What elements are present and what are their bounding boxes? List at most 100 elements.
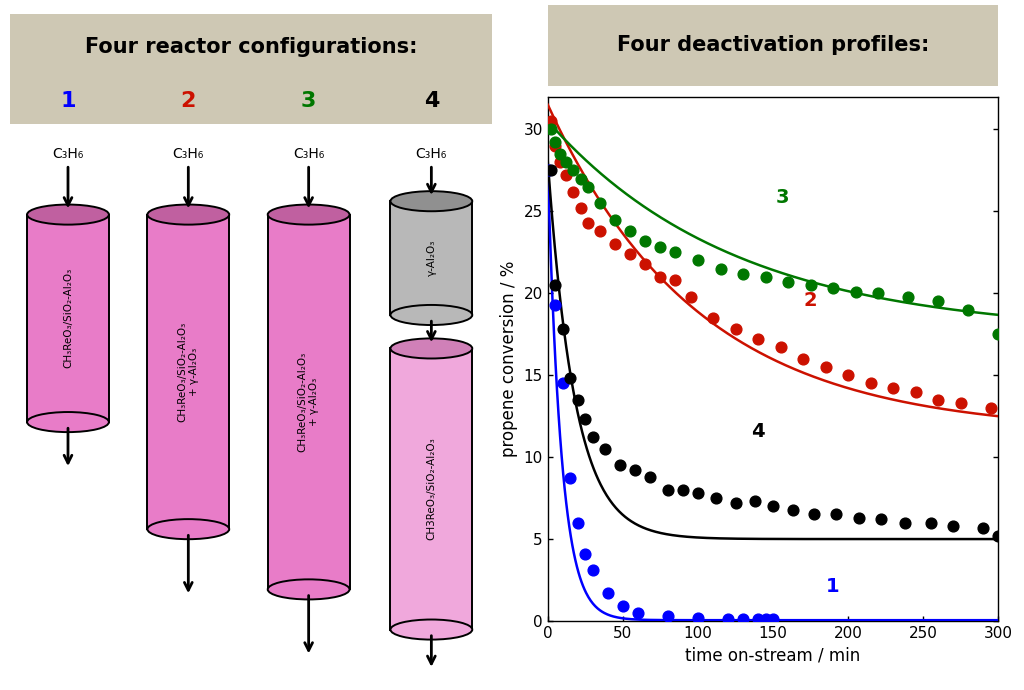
Point — [659, 484, 676, 495]
Point — [600, 588, 616, 599]
Point — [652, 242, 669, 253]
Point — [713, 263, 729, 274]
Point — [581, 181, 597, 193]
Text: CH₃ReO₃/SiO₂-Al₂O₃: CH₃ReO₃/SiO₂-Al₂O₃ — [63, 268, 73, 368]
Text: Four deactivation profiles:: Four deactivation profiles: — [616, 35, 930, 55]
Point — [806, 509, 822, 520]
Point — [675, 484, 691, 495]
Text: CH₃ReO₃/SiO₂-Al₂O₃
+ γ-Al₂O₃: CH₃ReO₃/SiO₂-Al₂O₃ + γ-Al₂O₃ — [177, 322, 199, 422]
Point — [547, 137, 563, 148]
Ellipse shape — [390, 620, 472, 640]
Point — [952, 397, 969, 408]
Point — [565, 165, 582, 176]
Ellipse shape — [27, 204, 109, 225]
Point — [623, 226, 639, 237]
Point — [765, 614, 781, 625]
Point — [562, 373, 579, 384]
Point — [592, 197, 608, 208]
Point — [611, 460, 628, 471]
Point — [690, 255, 707, 266]
Text: 1: 1 — [825, 577, 840, 595]
Point — [975, 522, 991, 533]
Bar — [147, 215, 229, 529]
Point — [758, 271, 774, 282]
Point — [945, 520, 962, 531]
Point — [720, 614, 736, 625]
Point — [547, 140, 563, 151]
Text: 2: 2 — [180, 91, 196, 111]
Point — [569, 518, 586, 529]
Point — [990, 328, 1007, 339]
Point — [735, 268, 752, 279]
Point — [735, 614, 752, 625]
Point — [705, 313, 721, 324]
Point — [552, 148, 568, 159]
Point — [572, 203, 589, 214]
Point — [907, 386, 924, 397]
Point — [727, 324, 743, 335]
Point — [772, 342, 788, 353]
Point — [592, 226, 608, 237]
Point — [597, 444, 613, 455]
Point — [900, 291, 916, 302]
Point — [547, 299, 563, 310]
Point — [795, 353, 811, 364]
Point — [828, 509, 845, 520]
Point — [578, 414, 594, 425]
Point — [627, 465, 643, 476]
Point — [552, 157, 568, 168]
Point — [614, 601, 631, 612]
Point — [585, 432, 601, 443]
Point — [578, 549, 594, 560]
Point — [930, 394, 946, 405]
Point — [541, 165, 557, 176]
Point — [581, 217, 597, 228]
Point — [543, 116, 559, 127]
Ellipse shape — [390, 338, 472, 359]
Point — [607, 239, 624, 250]
Text: 2: 2 — [803, 291, 817, 310]
Point — [585, 564, 601, 575]
Point — [565, 186, 582, 197]
Point — [750, 614, 766, 625]
Point — [923, 518, 939, 529]
Ellipse shape — [147, 204, 229, 225]
X-axis label: time on-stream / min: time on-stream / min — [685, 647, 861, 664]
Point — [750, 334, 766, 345]
Point — [569, 394, 586, 405]
Point — [558, 157, 574, 168]
Text: C₃H₆: C₃H₆ — [416, 148, 447, 161]
Text: 3: 3 — [301, 91, 316, 111]
Point — [659, 611, 676, 622]
Point — [848, 286, 864, 297]
Point — [746, 496, 763, 507]
Ellipse shape — [267, 204, 349, 225]
Point — [652, 271, 669, 282]
Point — [607, 214, 624, 225]
Point — [784, 504, 801, 515]
Point — [668, 247, 684, 258]
Ellipse shape — [390, 191, 472, 211]
Text: C₃H₆: C₃H₆ — [52, 148, 84, 161]
Ellipse shape — [267, 580, 349, 600]
Y-axis label: propene conversion / %: propene conversion / % — [500, 261, 518, 457]
Text: 1: 1 — [60, 91, 76, 111]
Text: 3: 3 — [776, 188, 790, 207]
Text: C₃H₆: C₃H₆ — [293, 148, 325, 161]
Point — [990, 530, 1007, 541]
Text: γ-Al₂O₃: γ-Al₂O₃ — [426, 240, 436, 276]
Point — [758, 614, 774, 625]
Point — [885, 383, 901, 394]
Point — [572, 173, 589, 184]
Point — [930, 296, 946, 307]
Point — [870, 288, 887, 299]
Point — [983, 402, 999, 413]
Point — [851, 512, 867, 523]
Point — [825, 283, 842, 294]
Bar — [27, 215, 109, 422]
Point — [637, 235, 653, 246]
Bar — [267, 215, 349, 589]
Point — [961, 304, 977, 315]
Point — [547, 279, 563, 290]
Point — [708, 493, 724, 504]
